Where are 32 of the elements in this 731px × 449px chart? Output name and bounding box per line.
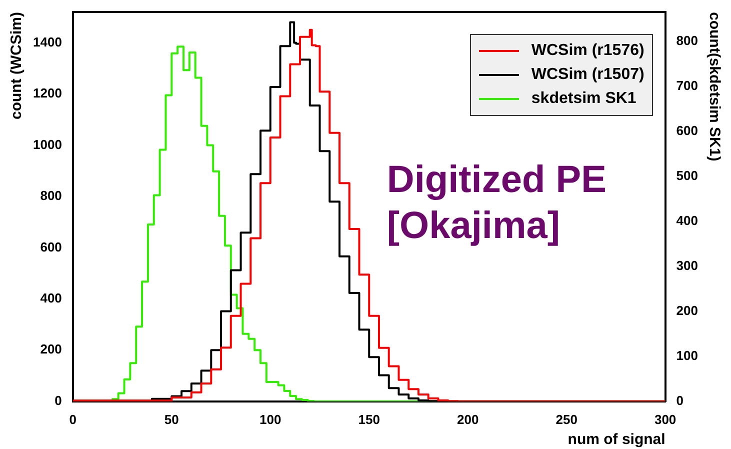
annotation: Digitized PE <box>386 158 606 203</box>
x-tick-label: 100 <box>260 412 282 427</box>
legend-label: WCSim (r1507) <box>531 66 644 84</box>
y-tick-label: 200 <box>40 342 62 357</box>
y-tick-label: 0 <box>54 392 62 408</box>
y2-tick-label: 0 <box>676 392 684 408</box>
x-tick-label: 0 <box>69 412 77 427</box>
x-tick-label: 250 <box>556 412 578 427</box>
y2-tick-label: 600 <box>676 122 698 138</box>
y2-axis-title: count(skdetsim SK1) <box>706 12 723 162</box>
y2-tick-label: 300 <box>676 258 698 273</box>
y-axis-title: count (WCSim) <box>8 12 26 120</box>
x-tick-label: 150 <box>358 412 380 427</box>
y-tick-label: 1000 <box>33 136 62 152</box>
annotation: [Okajima] <box>386 204 562 249</box>
x-tick-label: 50 <box>164 412 179 427</box>
y2-tick-label: 400 <box>676 212 698 228</box>
y-tick-label: 600 <box>40 239 62 254</box>
y2-tick-label: 700 <box>676 78 698 93</box>
x-tick-label: 200 <box>456 412 479 427</box>
y-tick-label: 800 <box>40 188 62 204</box>
x-axis-title: num of signal <box>568 431 666 448</box>
y2-tick-label: 500 <box>676 168 698 183</box>
y2-tick-label: 200 <box>676 302 698 318</box>
y2-tick-label: 800 <box>676 32 698 48</box>
legend-label: WCSim (r1576) <box>531 42 644 60</box>
y-tick-label: 1200 <box>33 86 62 101</box>
y-tick-label: 1400 <box>33 34 62 50</box>
x-tick-label: 300 <box>654 412 676 427</box>
y2-tick-label: 100 <box>676 348 698 363</box>
legend-label: skdetsim SK1 <box>531 90 636 108</box>
y-tick-label: 400 <box>40 290 62 306</box>
